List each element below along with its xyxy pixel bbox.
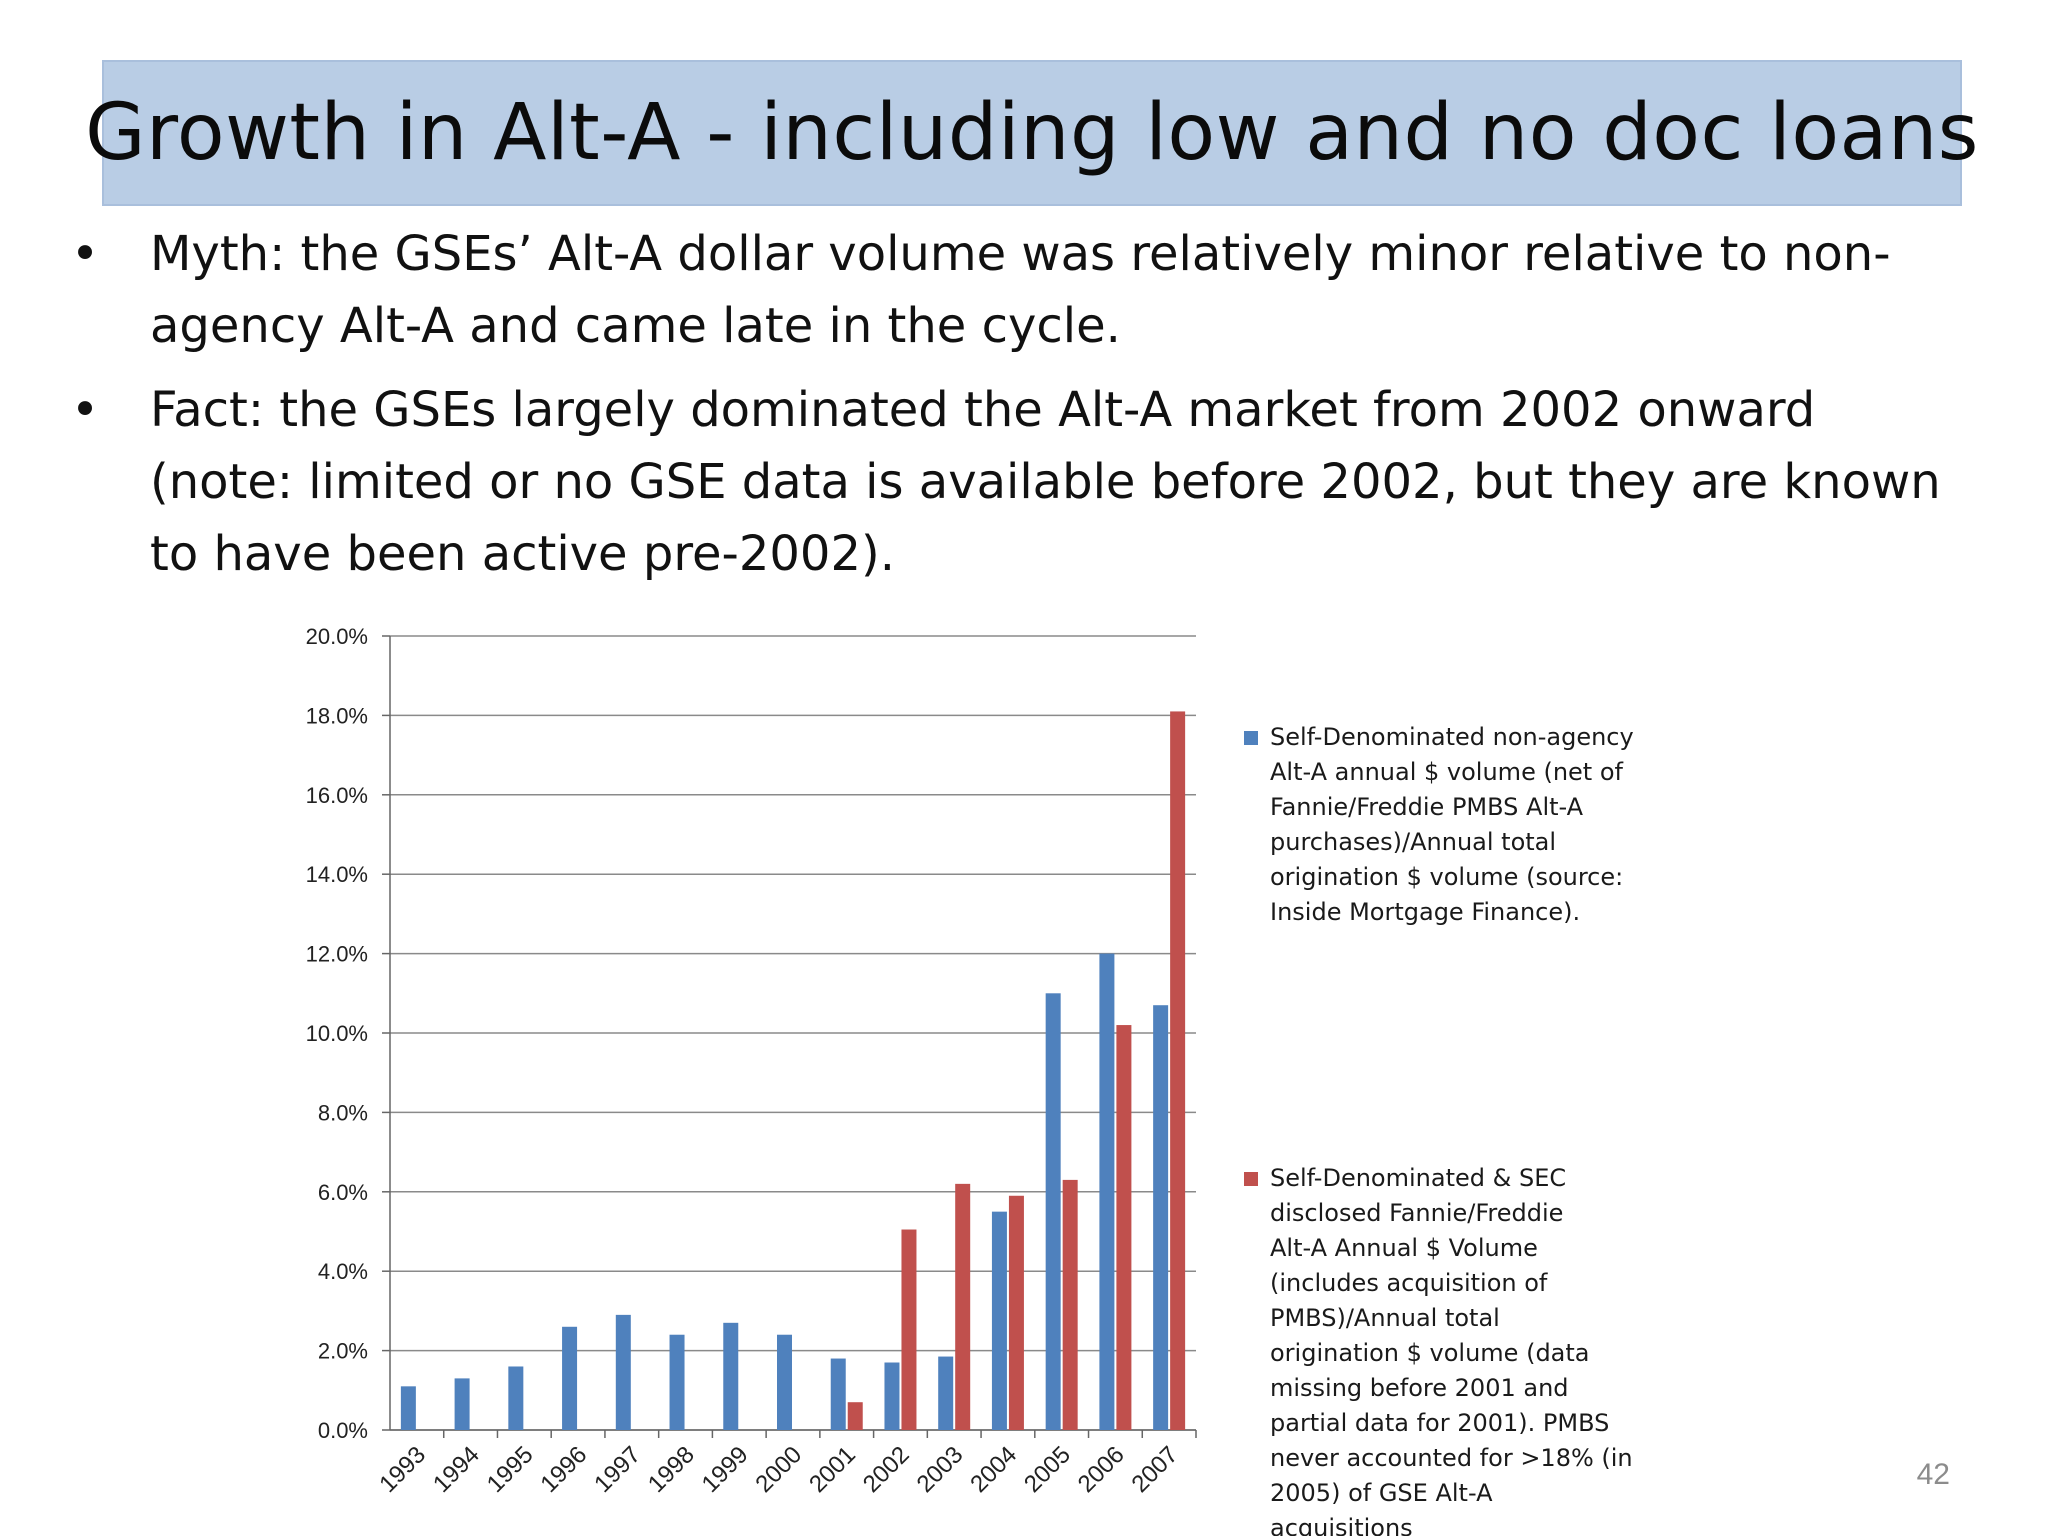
bar-non-agency-2001 bbox=[830, 1358, 846, 1430]
legend-label: missing before 2001 and bbox=[1270, 1374, 1569, 1402]
bar-non-agency-1998 bbox=[669, 1334, 685, 1430]
x-tick-label: 2003 bbox=[912, 1441, 969, 1498]
legend-label: Inside Mortgage Finance). bbox=[1270, 898, 1580, 926]
legend-label: acquisitions bbox=[1270, 1514, 1413, 1536]
bar-non-agency-2003 bbox=[938, 1356, 954, 1430]
x-tick-label: 2005 bbox=[1019, 1441, 1076, 1498]
x-tick-label: 2001 bbox=[804, 1441, 861, 1498]
legend-label: origination $ volume (data bbox=[1270, 1339, 1590, 1367]
bar-gse-2007 bbox=[1170, 711, 1186, 1430]
x-tick-label: 1997 bbox=[589, 1441, 646, 1498]
y-tick-label: 4.0% bbox=[318, 1259, 368, 1284]
bar-non-agency-1999 bbox=[723, 1322, 739, 1430]
bullet-item: • Myth: the GSEs’ Alt-A dollar volume wa… bbox=[70, 218, 1970, 362]
legend-label: origination $ volume (source: bbox=[1270, 863, 1623, 891]
bar-non-agency-2004 bbox=[991, 1211, 1007, 1430]
bar-non-agency-1997 bbox=[615, 1314, 631, 1430]
legend-label: Self-Denominated non-agency bbox=[1270, 723, 1634, 751]
x-tick-label: 2006 bbox=[1073, 1441, 1130, 1498]
bar-gse-2001 bbox=[847, 1402, 863, 1430]
y-tick-label: 20.0% bbox=[306, 624, 368, 649]
legend-label: PMBS)/Annual total bbox=[1270, 1304, 1500, 1332]
bar-non-agency-1994 bbox=[454, 1378, 470, 1430]
x-tick-label: 1994 bbox=[428, 1441, 485, 1498]
slide-title: Growth in Alt-A - including low and no d… bbox=[85, 88, 1979, 178]
y-tick-label: 10.0% bbox=[306, 1021, 368, 1046]
bullet-item: • Fact: the GSEs largely dominated the A… bbox=[70, 374, 1970, 590]
bullet-dot-icon: • bbox=[70, 382, 100, 438]
bullet-text-fact: Fact: the GSEs largely dominated the Alt… bbox=[150, 382, 1941, 582]
x-tick-label: 2004 bbox=[965, 1441, 1022, 1498]
legend-swatch bbox=[1244, 1172, 1258, 1186]
x-tick-label: 1996 bbox=[535, 1441, 592, 1498]
bar-non-agency-1996 bbox=[562, 1326, 578, 1430]
legend-label: 2005) of GSE Alt-A bbox=[1270, 1479, 1493, 1507]
bullet-dot-icon: • bbox=[70, 226, 100, 282]
y-tick-label: 12.0% bbox=[306, 942, 368, 967]
legend-label: Alt-A annual $ volume (net of bbox=[1270, 758, 1624, 786]
y-tick-label: 8.0% bbox=[318, 1100, 368, 1125]
legend-label: disclosed Fannie/Freddie bbox=[1270, 1199, 1563, 1227]
bar-gse-2004 bbox=[1008, 1195, 1024, 1430]
x-tick-label: 1993 bbox=[374, 1441, 431, 1498]
legend-label: (includes acquisition of bbox=[1270, 1269, 1548, 1297]
legend-swatch bbox=[1244, 731, 1258, 745]
bar-non-agency-1993 bbox=[400, 1386, 416, 1430]
x-tick-label: 2007 bbox=[1127, 1441, 1184, 1498]
x-tick-label: 2000 bbox=[750, 1441, 807, 1498]
x-tick-label: 1999 bbox=[697, 1441, 754, 1498]
legend-label: Fannie/Freddie PMBS Alt-A bbox=[1270, 793, 1584, 821]
bar-gse-2005 bbox=[1062, 1179, 1078, 1430]
y-tick-label: 6.0% bbox=[318, 1180, 368, 1205]
bar-non-agency-2005 bbox=[1045, 993, 1061, 1430]
bar-gse-2006 bbox=[1116, 1025, 1132, 1430]
slide-title-bar: Growth in Alt-A - including low and no d… bbox=[85, 60, 1978, 206]
bar-gse-2003 bbox=[955, 1183, 971, 1430]
legend-label: partial data for 2001). PMBS bbox=[1270, 1409, 1609, 1437]
bar-non-agency-2002 bbox=[884, 1362, 900, 1430]
x-tick-label: 1998 bbox=[643, 1441, 700, 1498]
y-tick-label: 14.0% bbox=[306, 862, 368, 887]
bullet-list: • Myth: the GSEs’ Alt-A dollar volume wa… bbox=[70, 218, 1970, 590]
legend-label: Alt-A Annual $ Volume bbox=[1270, 1234, 1538, 1262]
legend-label: Self-Denominated & SEC bbox=[1270, 1164, 1566, 1192]
bar-gse-2002 bbox=[901, 1229, 917, 1430]
y-tick-label: 0.0% bbox=[318, 1418, 368, 1443]
page-number: 42 bbox=[1916, 1458, 1950, 1491]
bullet-text-myth: Myth: the GSEs’ Alt-A dollar volume was … bbox=[150, 226, 1891, 354]
bar-non-agency-1995 bbox=[508, 1366, 524, 1430]
bar-non-agency-2007 bbox=[1153, 1005, 1169, 1430]
legend-label: never accounted for >18% (in bbox=[1270, 1444, 1633, 1472]
y-tick-label: 16.0% bbox=[306, 783, 368, 808]
y-tick-label: 18.0% bbox=[306, 703, 368, 728]
bar-non-agency-2000 bbox=[777, 1334, 792, 1430]
y-tick-label: 2.0% bbox=[318, 1339, 368, 1364]
x-tick-label: 1995 bbox=[482, 1441, 539, 1498]
legend-label: purchases)/Annual total bbox=[1270, 828, 1556, 856]
x-tick-label: 2002 bbox=[858, 1441, 915, 1498]
bar-non-agency-2006 bbox=[1099, 953, 1115, 1430]
